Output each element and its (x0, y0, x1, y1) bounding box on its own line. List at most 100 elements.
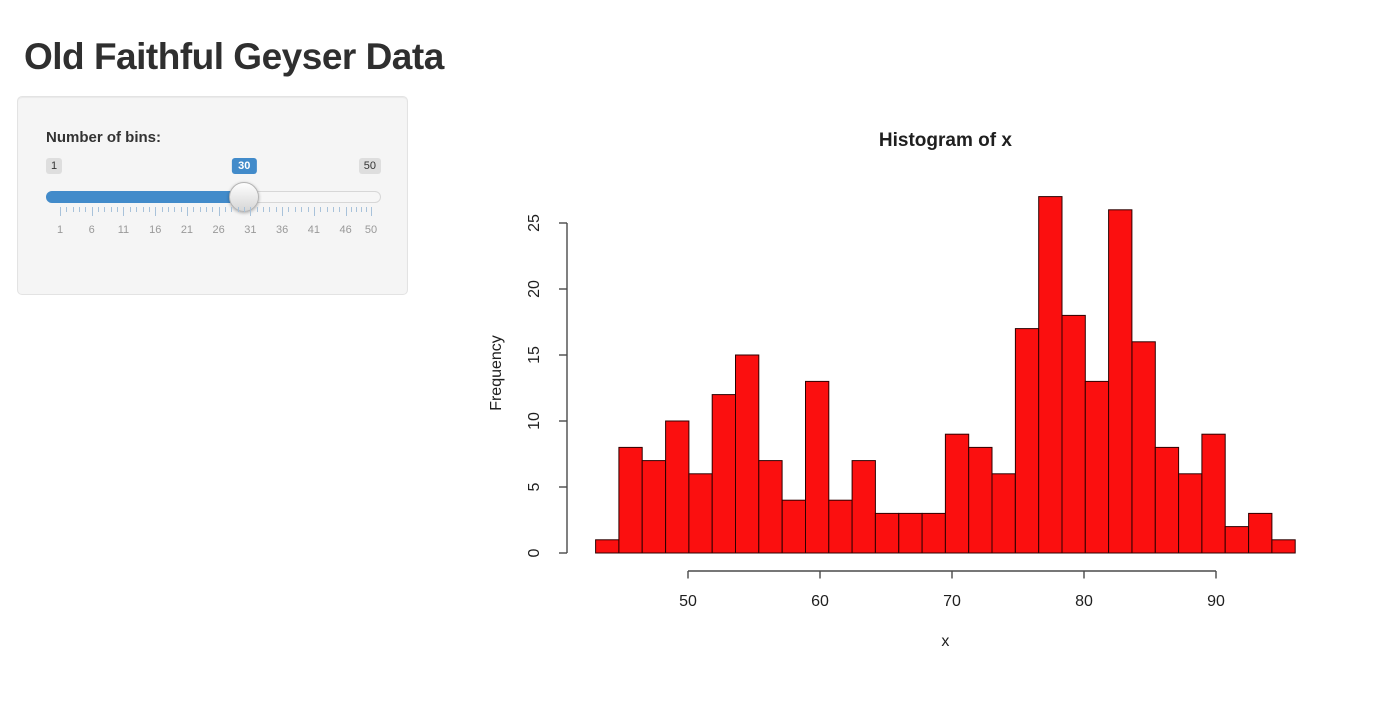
y-tick-label: 15 (526, 346, 543, 364)
slider-grid-label: 46 (339, 224, 352, 236)
histogram-bar (641, 460, 666, 554)
slider-grid-label: 41 (307, 224, 320, 236)
histogram-bar (618, 446, 643, 554)
y-tick-label: 10 (526, 412, 543, 430)
slider-grid-major-tick (345, 207, 347, 216)
slider-filled-bar (46, 191, 245, 203)
slider-grid-label: 31 (244, 224, 257, 236)
histogram-bar (991, 473, 1016, 554)
slider-grid-minor-tick (231, 207, 233, 212)
histogram-bar (1201, 433, 1226, 554)
slider-grid-minor-tick (275, 207, 277, 212)
histogram-bar (1108, 209, 1133, 554)
histogram-bar (921, 512, 946, 554)
x-tick-label: 70 (943, 593, 961, 610)
histogram-bar (1154, 446, 1180, 554)
slider-grid-label: 11 (117, 224, 130, 236)
slider-grid-minor-tick (98, 207, 100, 212)
slider-grid-major-tick (186, 207, 188, 216)
slider-grid-minor-tick (244, 207, 246, 212)
slider-grid-label: 26 (212, 224, 225, 236)
histogram-bar (1224, 526, 1250, 554)
slider-grid-minor-tick (332, 207, 334, 212)
slider-grid-major-tick (313, 207, 315, 216)
slider-grid-minor-tick (339, 207, 341, 212)
x-axis-title: x (941, 633, 949, 650)
slider-grid-minor-tick (237, 207, 239, 212)
histogram-bar (1131, 341, 1156, 554)
slider-grid-label: 50 (364, 224, 378, 236)
slider-grid-major-tick (218, 207, 220, 216)
histogram-bar (944, 433, 970, 554)
slider-grid-major-tick (60, 207, 61, 216)
slider-grid-minor-tick (72, 207, 74, 212)
histogram-bar (851, 460, 876, 554)
x-tick-label: 50 (679, 593, 697, 610)
histogram-bar (665, 420, 690, 554)
slider-min-label: 1 (46, 158, 63, 175)
slider-grid-minor-tick (269, 207, 271, 212)
slider-grid-minor-tick (350, 207, 352, 212)
y-tick-label: 20 (526, 280, 543, 298)
slider-grid-minor-tick (193, 207, 195, 212)
histogram-bar (1178, 473, 1203, 554)
slider-grid-minor-tick (174, 207, 176, 212)
histogram-bar (595, 539, 620, 554)
histogram-bar (1038, 196, 1063, 554)
slider-grid-major-tick (91, 207, 93, 216)
slider-grid-minor-tick (104, 207, 106, 212)
slider-grid-label: 6 (88, 224, 95, 236)
y-axis-title: Frequency (488, 335, 505, 411)
slider-grid-label: 16 (149, 224, 162, 236)
histogram-bar (1271, 539, 1296, 554)
slider-grid-minor-tick (205, 207, 207, 212)
slider-grid-minor-tick (320, 207, 322, 212)
histogram-bar (898, 512, 923, 554)
slider-grid-label: 1 (56, 224, 64, 236)
slider-grid-minor-tick (256, 207, 258, 212)
slider-grid-minor-tick (136, 207, 138, 212)
slider-grid-major-tick (123, 207, 125, 216)
slider-grid-minor-tick (355, 207, 357, 212)
y-tick-label: 5 (526, 482, 543, 491)
slider-max-label: 50 (358, 158, 381, 175)
histogram-bar (1084, 380, 1110, 554)
histogram-bar (968, 446, 993, 554)
histogram-bar (805, 380, 830, 554)
slider-grid-minor-tick (326, 207, 328, 212)
histogram-plot: 0 5 10 15 20 25 50 60 70 80 90 Histogram of x x Frequ… (488, 130, 1296, 650)
slider-grid-minor-tick (148, 207, 150, 212)
slider-grid-minor-tick (294, 207, 296, 212)
slider-grid-minor-tick (225, 207, 227, 212)
slider-grid-major-tick (371, 207, 372, 216)
slider-grid-minor-tick (365, 207, 367, 212)
histogram-bar (688, 473, 713, 554)
slider-grid-major-tick (282, 207, 284, 216)
bins-slider-label: Number of bins: (46, 129, 161, 146)
slider-grid: 1 6 11 16 21 26 31 36 41 46 50 (56, 207, 377, 252)
slider-grid-major-tick (155, 207, 157, 216)
x-tick-label: 60 (811, 593, 829, 610)
plot-title: Histogram of x (879, 130, 1012, 151)
bins-slider[interactable]: 1 50 30 1 6 11 16 21 26 31 36 41 46 50 (46, 158, 381, 258)
slider-grid-minor-tick (129, 207, 131, 212)
slider-grid-minor-tick (212, 207, 214, 212)
histogram-bar (828, 499, 853, 554)
histogram-bar (758, 460, 783, 554)
slider-grid-minor-tick (263, 207, 265, 212)
slider-grid-minor-tick (199, 207, 201, 212)
x-tick-label: 80 (1075, 593, 1093, 610)
slider-grid-label: 21 (180, 224, 194, 236)
histogram-bar (711, 394, 736, 554)
slider-grid-label: 36 (276, 224, 289, 236)
histogram-bar (781, 499, 807, 554)
slider-handle[interactable] (229, 182, 260, 212)
slider-grid-minor-tick (161, 207, 163, 212)
slider-grid-minor-tick (66, 207, 68, 212)
slider-grid-minor-tick (142, 207, 144, 212)
x-tick-label: 90 (1207, 593, 1225, 610)
slider-grid-minor-tick (167, 207, 169, 212)
slider-grid-minor-tick (85, 207, 87, 212)
y-tick-label: 25 (526, 214, 543, 232)
histogram-bar (1248, 512, 1273, 554)
